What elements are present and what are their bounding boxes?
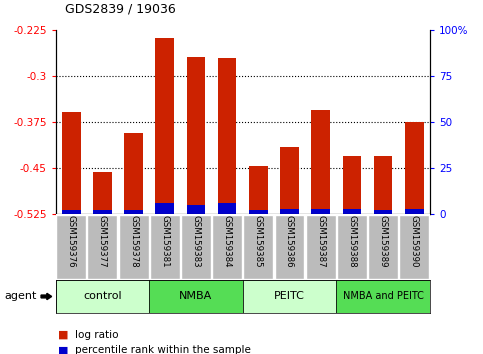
FancyBboxPatch shape xyxy=(181,215,211,279)
Text: GSM159388: GSM159388 xyxy=(347,216,356,268)
Bar xyxy=(342,209,361,214)
Text: GSM159378: GSM159378 xyxy=(129,216,138,268)
Text: GSM159389: GSM159389 xyxy=(379,216,387,268)
Bar xyxy=(218,58,237,214)
FancyBboxPatch shape xyxy=(150,215,180,279)
Text: GSM159390: GSM159390 xyxy=(410,216,419,268)
Bar xyxy=(374,156,392,214)
Bar xyxy=(62,112,81,214)
FancyBboxPatch shape xyxy=(336,280,430,313)
Bar xyxy=(93,211,112,214)
Text: log ratio: log ratio xyxy=(75,330,118,339)
FancyBboxPatch shape xyxy=(56,215,86,279)
Text: GSM159385: GSM159385 xyxy=(254,216,263,268)
FancyBboxPatch shape xyxy=(306,215,336,279)
Bar xyxy=(312,209,330,214)
Bar xyxy=(249,211,268,214)
Bar xyxy=(405,122,424,214)
Text: GSM159387: GSM159387 xyxy=(316,216,325,268)
Bar xyxy=(374,211,392,214)
Text: ■: ■ xyxy=(58,346,69,354)
Text: percentile rank within the sample: percentile rank within the sample xyxy=(75,346,251,354)
Bar xyxy=(249,166,268,214)
Text: GSM159376: GSM159376 xyxy=(67,216,76,268)
Bar xyxy=(218,203,237,214)
Bar xyxy=(280,147,299,214)
Bar xyxy=(62,211,81,214)
Text: control: control xyxy=(83,291,122,302)
Bar xyxy=(342,156,361,214)
FancyBboxPatch shape xyxy=(212,215,242,279)
FancyBboxPatch shape xyxy=(87,215,117,279)
FancyBboxPatch shape xyxy=(149,280,242,313)
FancyBboxPatch shape xyxy=(242,280,336,313)
Bar xyxy=(186,57,205,214)
Bar xyxy=(93,172,112,214)
Bar xyxy=(280,209,299,214)
Text: ■: ■ xyxy=(58,330,69,339)
Text: NMBA: NMBA xyxy=(179,291,213,302)
Text: GSM159386: GSM159386 xyxy=(285,216,294,268)
Text: agent: agent xyxy=(5,291,37,302)
Text: NMBA and PEITC: NMBA and PEITC xyxy=(342,291,424,302)
Bar xyxy=(186,205,205,214)
Bar xyxy=(405,209,424,214)
Bar xyxy=(156,203,174,214)
FancyBboxPatch shape xyxy=(368,215,398,279)
Bar xyxy=(124,211,143,214)
Text: PEITC: PEITC xyxy=(274,291,305,302)
Text: GDS2839 / 19036: GDS2839 / 19036 xyxy=(65,3,176,16)
Bar xyxy=(156,38,174,214)
Text: GSM159384: GSM159384 xyxy=(223,216,232,268)
Bar xyxy=(124,132,143,214)
FancyBboxPatch shape xyxy=(399,215,429,279)
Text: GSM159381: GSM159381 xyxy=(160,216,169,268)
Bar xyxy=(312,110,330,214)
Text: GSM159383: GSM159383 xyxy=(191,216,200,268)
FancyBboxPatch shape xyxy=(118,215,148,279)
FancyBboxPatch shape xyxy=(243,215,273,279)
FancyBboxPatch shape xyxy=(337,215,367,279)
FancyBboxPatch shape xyxy=(274,215,304,279)
FancyBboxPatch shape xyxy=(56,280,149,313)
Text: GSM159377: GSM159377 xyxy=(98,216,107,268)
